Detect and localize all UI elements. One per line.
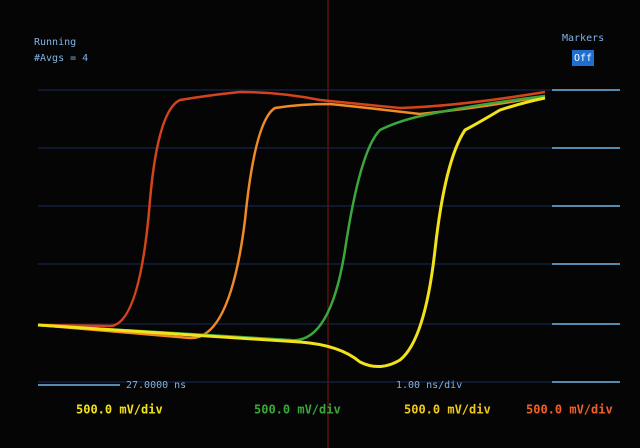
background [0, 0, 640, 448]
run-status: Running [34, 37, 76, 48]
markers-state[interactable]: Off [574, 53, 592, 64]
page: {"status": {"run": "Running", "averages"… [0, 0, 640, 448]
channel-4-scale: 500.0 mV/div [526, 403, 613, 417]
scope-screen: Running #Avgs = 4 Markers Off 27.0000 ns… [0, 0, 640, 448]
channel-1-scale: 500.0 mV/div [76, 403, 163, 417]
channel-3-scale: 500.0 mV/div [404, 403, 491, 417]
markers-label: Markers [562, 33, 604, 44]
channel-2-scale: 500.0 mV/div [254, 403, 341, 417]
averages: #Avgs = 4 [34, 53, 88, 64]
timebase-scale: 1.00 ns/div [396, 380, 462, 391]
timebase-position: 27.0000 ns [126, 380, 186, 391]
